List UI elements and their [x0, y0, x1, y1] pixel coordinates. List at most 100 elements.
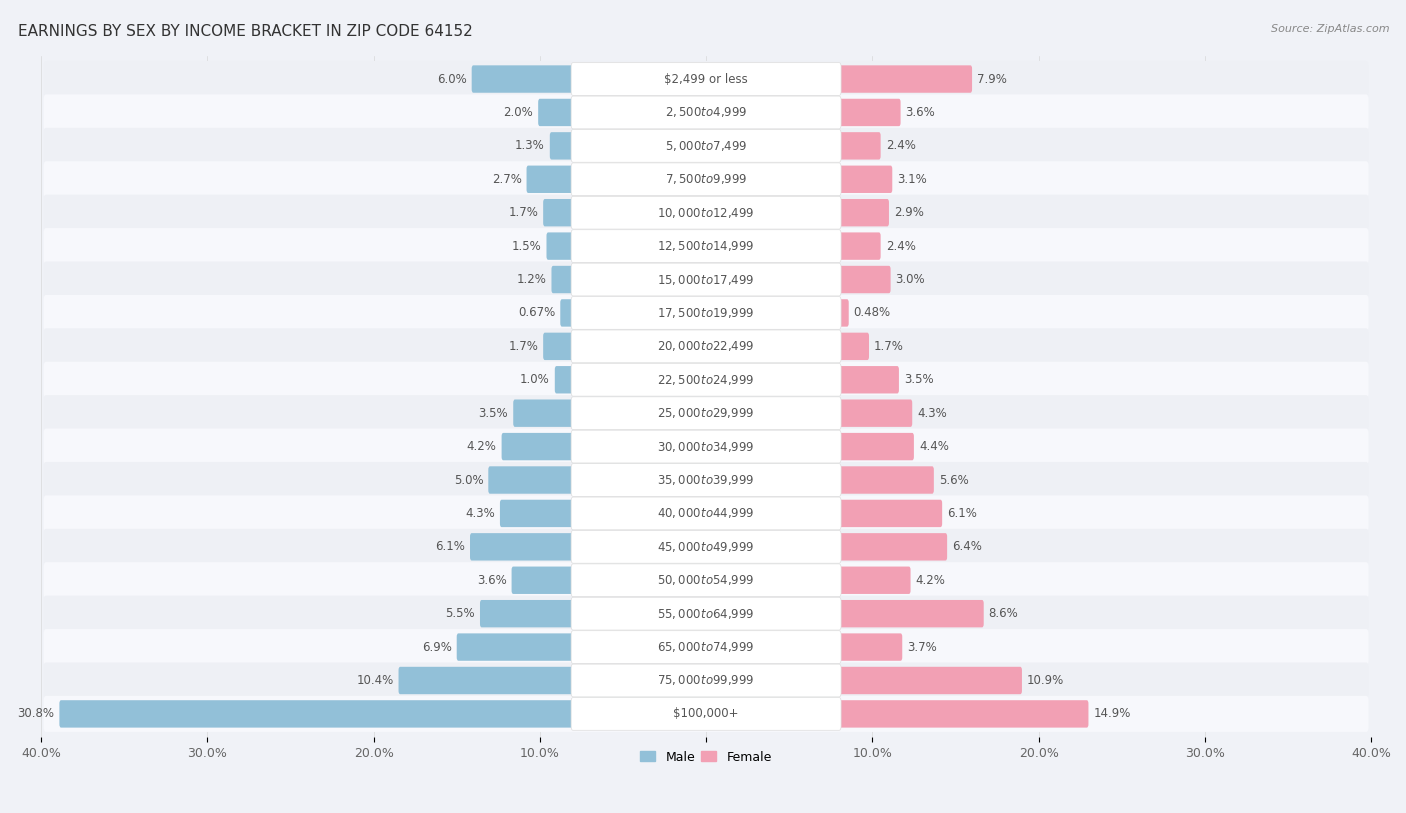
FancyBboxPatch shape [571, 363, 841, 396]
FancyBboxPatch shape [526, 166, 575, 193]
Text: 1.2%: 1.2% [516, 273, 547, 286]
FancyBboxPatch shape [571, 263, 841, 296]
Text: $20,000 to $22,499: $20,000 to $22,499 [658, 339, 755, 354]
Text: 1.5%: 1.5% [512, 240, 541, 253]
FancyBboxPatch shape [547, 233, 575, 260]
FancyBboxPatch shape [571, 196, 841, 229]
FancyBboxPatch shape [838, 433, 914, 460]
FancyBboxPatch shape [471, 65, 575, 93]
FancyBboxPatch shape [550, 133, 575, 159]
Text: 1.7%: 1.7% [509, 340, 538, 353]
FancyBboxPatch shape [571, 330, 841, 363]
Text: $22,500 to $24,999: $22,500 to $24,999 [658, 373, 755, 387]
Text: $2,500 to $4,999: $2,500 to $4,999 [665, 106, 748, 120]
FancyBboxPatch shape [838, 467, 934, 493]
Text: $100,000+: $100,000+ [673, 707, 738, 720]
FancyBboxPatch shape [44, 328, 1368, 364]
Text: 2.4%: 2.4% [886, 139, 915, 152]
Text: 14.9%: 14.9% [1094, 707, 1130, 720]
FancyBboxPatch shape [571, 564, 841, 597]
FancyBboxPatch shape [543, 333, 575, 360]
Text: $17,500 to $19,999: $17,500 to $19,999 [658, 306, 755, 320]
FancyBboxPatch shape [44, 295, 1368, 331]
FancyBboxPatch shape [44, 262, 1368, 298]
FancyBboxPatch shape [571, 230, 841, 263]
Text: 7.9%: 7.9% [977, 72, 1007, 85]
FancyBboxPatch shape [571, 698, 841, 730]
FancyBboxPatch shape [838, 600, 984, 628]
FancyBboxPatch shape [560, 299, 575, 327]
FancyBboxPatch shape [44, 228, 1368, 264]
Text: 4.2%: 4.2% [915, 574, 945, 587]
Text: 10.4%: 10.4% [356, 674, 394, 687]
FancyBboxPatch shape [838, 533, 948, 560]
FancyBboxPatch shape [571, 397, 841, 429]
FancyBboxPatch shape [571, 631, 841, 663]
FancyBboxPatch shape [838, 98, 901, 126]
FancyBboxPatch shape [44, 563, 1368, 598]
FancyBboxPatch shape [571, 463, 841, 497]
Text: $7,500 to $9,999: $7,500 to $9,999 [665, 172, 748, 186]
Text: $5,000 to $7,499: $5,000 to $7,499 [665, 139, 748, 153]
FancyBboxPatch shape [838, 266, 890, 293]
Text: 5.6%: 5.6% [939, 473, 969, 486]
FancyBboxPatch shape [513, 399, 575, 427]
FancyBboxPatch shape [501, 500, 575, 527]
Text: 3.6%: 3.6% [477, 574, 506, 587]
FancyBboxPatch shape [571, 664, 841, 697]
FancyBboxPatch shape [502, 433, 575, 460]
FancyBboxPatch shape [457, 633, 575, 661]
FancyBboxPatch shape [571, 163, 841, 196]
FancyBboxPatch shape [838, 333, 869, 360]
Text: 3.1%: 3.1% [897, 173, 927, 186]
FancyBboxPatch shape [838, 399, 912, 427]
FancyBboxPatch shape [44, 194, 1368, 231]
Text: 6.1%: 6.1% [948, 507, 977, 520]
FancyBboxPatch shape [838, 166, 893, 193]
FancyBboxPatch shape [838, 199, 889, 226]
FancyBboxPatch shape [571, 430, 841, 463]
Text: 3.6%: 3.6% [905, 106, 935, 119]
FancyBboxPatch shape [538, 98, 575, 126]
FancyBboxPatch shape [571, 530, 841, 563]
FancyBboxPatch shape [551, 266, 575, 293]
Text: $50,000 to $54,999: $50,000 to $54,999 [658, 573, 755, 587]
FancyBboxPatch shape [571, 96, 841, 128]
Text: 1.7%: 1.7% [509, 207, 538, 220]
FancyBboxPatch shape [838, 633, 903, 661]
Text: $35,000 to $39,999: $35,000 to $39,999 [658, 473, 755, 487]
Text: $15,000 to $17,499: $15,000 to $17,499 [658, 272, 755, 286]
FancyBboxPatch shape [555, 366, 575, 393]
FancyBboxPatch shape [44, 94, 1368, 131]
Text: 4.3%: 4.3% [917, 406, 948, 420]
FancyBboxPatch shape [543, 199, 575, 226]
FancyBboxPatch shape [44, 495, 1368, 532]
FancyBboxPatch shape [838, 133, 880, 159]
FancyBboxPatch shape [44, 629, 1368, 665]
Text: 10.9%: 10.9% [1026, 674, 1064, 687]
FancyBboxPatch shape [44, 462, 1368, 498]
FancyBboxPatch shape [838, 299, 849, 327]
FancyBboxPatch shape [838, 667, 1022, 694]
Text: 5.5%: 5.5% [446, 607, 475, 620]
FancyBboxPatch shape [44, 663, 1368, 698]
Text: 6.0%: 6.0% [437, 72, 467, 85]
Text: 2.9%: 2.9% [894, 207, 924, 220]
Text: 1.7%: 1.7% [875, 340, 904, 353]
Text: 3.0%: 3.0% [896, 273, 925, 286]
Text: $30,000 to $34,999: $30,000 to $34,999 [658, 440, 755, 454]
FancyBboxPatch shape [44, 395, 1368, 431]
Text: $75,000 to $99,999: $75,000 to $99,999 [658, 673, 755, 688]
Text: Source: ZipAtlas.com: Source: ZipAtlas.com [1271, 24, 1389, 34]
Text: $55,000 to $64,999: $55,000 to $64,999 [658, 606, 755, 620]
Text: $10,000 to $12,499: $10,000 to $12,499 [658, 206, 755, 220]
Text: $25,000 to $29,999: $25,000 to $29,999 [658, 406, 755, 420]
FancyBboxPatch shape [44, 428, 1368, 465]
FancyBboxPatch shape [838, 233, 880, 260]
Text: $12,500 to $14,999: $12,500 to $14,999 [658, 239, 755, 253]
Text: EARNINGS BY SEX BY INCOME BRACKET IN ZIP CODE 64152: EARNINGS BY SEX BY INCOME BRACKET IN ZIP… [18, 24, 472, 39]
Text: 6.9%: 6.9% [422, 641, 451, 654]
Text: 0.67%: 0.67% [517, 307, 555, 320]
Text: 3.5%: 3.5% [478, 406, 508, 420]
FancyBboxPatch shape [44, 596, 1368, 632]
